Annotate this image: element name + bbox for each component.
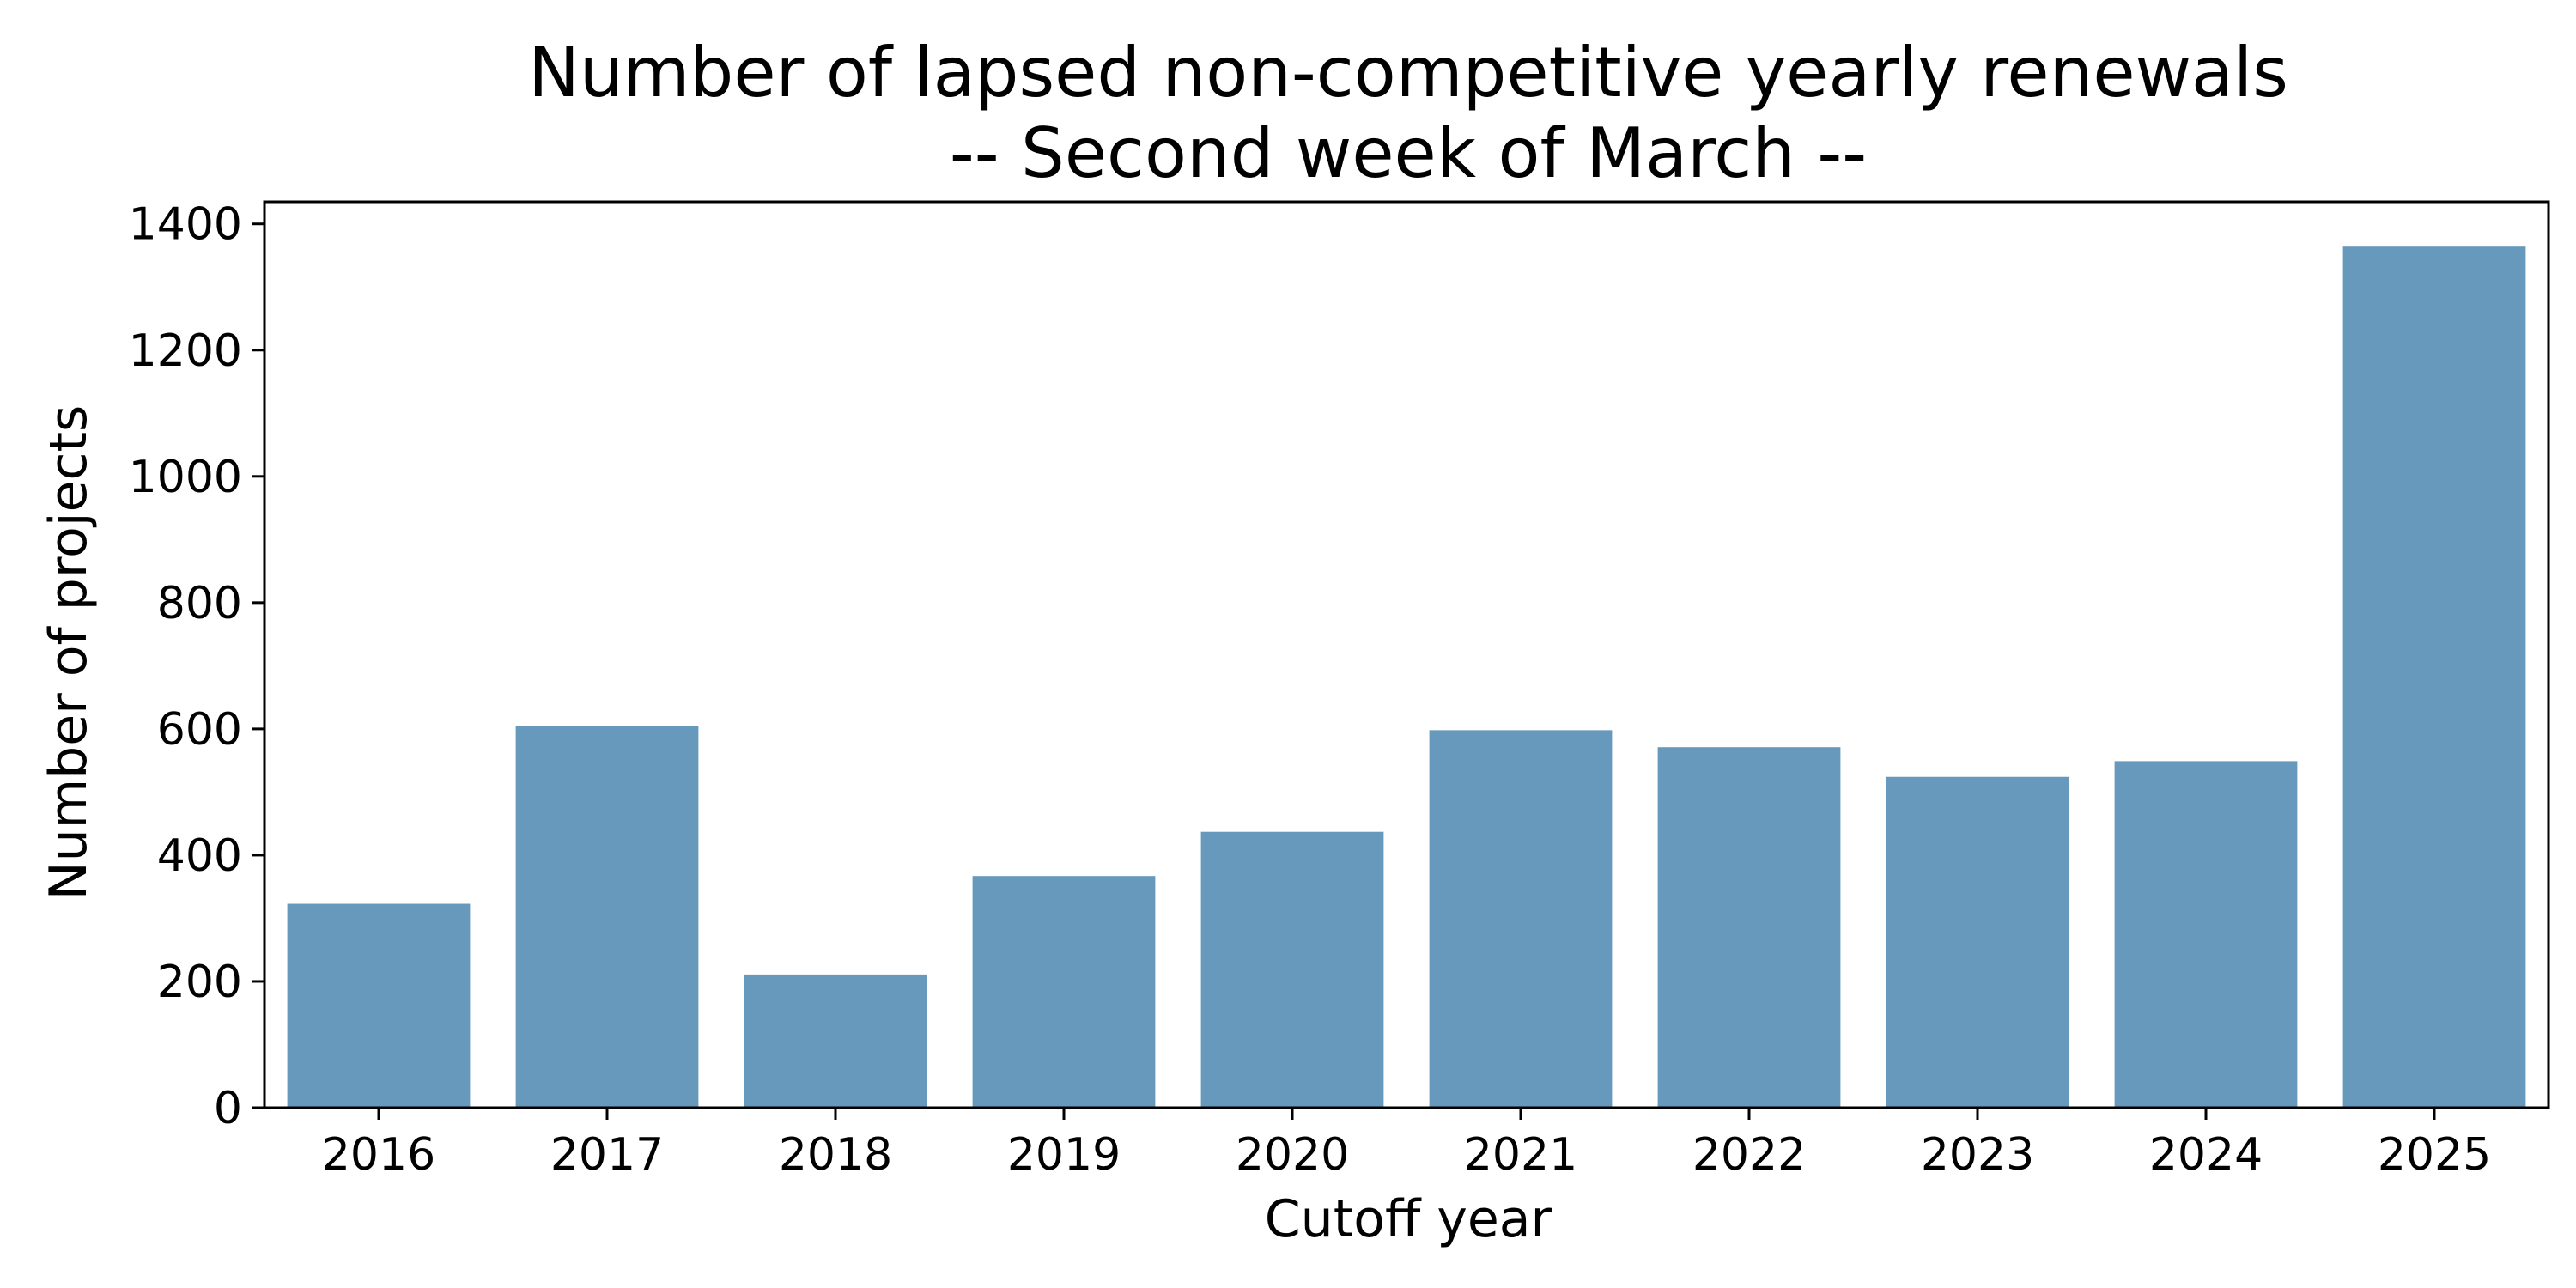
plot-frame [263, 200, 2550, 1109]
y-tick-label: 800 [157, 578, 242, 629]
bar-2018 [744, 974, 927, 1108]
x-tick-label: 2024 [2149, 1129, 2263, 1181]
y-tick-label: 1000 [129, 452, 242, 503]
y-tick-label: 1400 [129, 199, 242, 251]
y-axis-ticks: 0 200 400 600 800 1000 1200 1400 [129, 199, 264, 1134]
bar-2024 [2114, 761, 2298, 1108]
bar-2020 [1200, 831, 1384, 1108]
y-tick-label: 600 [157, 704, 242, 756]
bar-2022 [1657, 747, 1841, 1108]
bars-group [287, 246, 2526, 1108]
y-axis-label: Number of projects [39, 405, 99, 901]
bar-2016 [287, 903, 471, 1108]
x-axis-label: Cutoff year [1265, 1189, 1552, 1249]
x-tick-label: 2022 [1692, 1129, 1806, 1181]
bar-2019 [972, 876, 1156, 1108]
x-tick-label: 2020 [1236, 1129, 1349, 1181]
x-tick-label: 2017 [550, 1129, 664, 1181]
bar-2025 [2342, 246, 2526, 1108]
y-tick-label: 200 [157, 957, 242, 1008]
bar-2017 [515, 726, 699, 1108]
x-tick-label: 2025 [2378, 1129, 2491, 1181]
x-tick-label: 2019 [1007, 1129, 1121, 1181]
x-tick-label: 2016 [322, 1129, 435, 1181]
chart-subtitle: -- Second week of March -- [950, 113, 1867, 193]
y-tick-label: 1200 [129, 325, 242, 377]
bar-2021 [1429, 730, 1613, 1108]
bar-2023 [1886, 776, 2069, 1108]
x-axis-ticks: 2016 2017 2018 2019 2020 2021 2022 2023 2024 2025 [322, 1108, 2491, 1181]
x-tick-label: 2021 [1464, 1129, 1577, 1181]
x-tick-label: 2023 [1921, 1129, 2034, 1181]
y-tick-label: 0 [214, 1083, 242, 1134]
y-tick-label: 400 [157, 830, 242, 882]
chart-title: Number of lapsed non-competitive yearly … [528, 33, 2288, 112]
x-tick-label: 2018 [779, 1129, 892, 1181]
